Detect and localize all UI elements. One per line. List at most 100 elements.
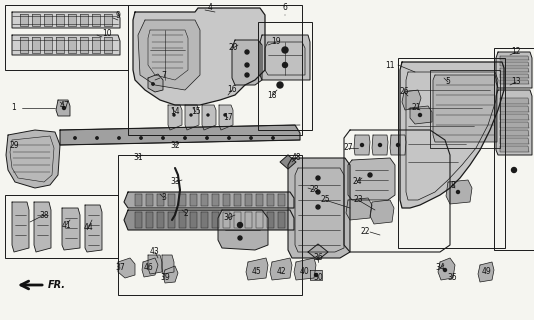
Bar xyxy=(430,70,500,148)
Polygon shape xyxy=(92,37,100,53)
Polygon shape xyxy=(500,114,529,120)
Polygon shape xyxy=(478,262,494,282)
Polygon shape xyxy=(500,146,529,152)
Text: 23: 23 xyxy=(353,196,363,204)
Text: 42: 42 xyxy=(276,268,286,276)
Text: 37: 37 xyxy=(115,263,125,273)
Circle shape xyxy=(162,137,164,139)
Text: 18: 18 xyxy=(267,91,277,100)
Polygon shape xyxy=(260,35,310,80)
Text: 32: 32 xyxy=(170,140,180,149)
Polygon shape xyxy=(223,194,230,206)
Circle shape xyxy=(96,137,98,139)
Polygon shape xyxy=(218,210,268,250)
Polygon shape xyxy=(56,37,64,53)
Text: 34: 34 xyxy=(435,263,445,273)
Polygon shape xyxy=(234,194,241,206)
Circle shape xyxy=(282,47,288,53)
Bar xyxy=(258,22,312,130)
Text: 49: 49 xyxy=(481,268,491,276)
Polygon shape xyxy=(68,37,76,53)
Polygon shape xyxy=(80,14,88,26)
Circle shape xyxy=(360,143,364,147)
Circle shape xyxy=(140,137,142,139)
Bar xyxy=(494,48,534,250)
Polygon shape xyxy=(308,244,328,260)
Circle shape xyxy=(250,137,252,139)
Polygon shape xyxy=(133,8,265,105)
Text: 47: 47 xyxy=(59,100,69,109)
Polygon shape xyxy=(278,194,285,206)
Circle shape xyxy=(238,236,242,240)
Polygon shape xyxy=(232,40,262,85)
Text: 24: 24 xyxy=(352,178,362,187)
Text: 25: 25 xyxy=(320,196,330,204)
Polygon shape xyxy=(212,194,219,206)
Polygon shape xyxy=(32,14,40,26)
Text: 7: 7 xyxy=(162,71,167,81)
Bar xyxy=(5,5,128,70)
Polygon shape xyxy=(118,258,135,278)
Polygon shape xyxy=(410,106,432,124)
Polygon shape xyxy=(400,62,504,208)
Text: 26: 26 xyxy=(399,87,409,97)
Text: 4: 4 xyxy=(208,4,213,12)
Polygon shape xyxy=(32,37,40,53)
Polygon shape xyxy=(310,270,322,280)
Bar xyxy=(118,155,302,295)
Circle shape xyxy=(206,137,208,139)
Polygon shape xyxy=(294,258,316,280)
Circle shape xyxy=(238,222,242,228)
Polygon shape xyxy=(85,205,102,252)
Polygon shape xyxy=(179,212,186,228)
Polygon shape xyxy=(245,212,252,228)
Polygon shape xyxy=(12,202,29,252)
Polygon shape xyxy=(500,62,529,66)
Circle shape xyxy=(74,137,76,139)
Polygon shape xyxy=(500,130,529,136)
Polygon shape xyxy=(500,106,529,112)
Text: 43: 43 xyxy=(150,247,160,257)
Polygon shape xyxy=(185,105,199,130)
Text: 11: 11 xyxy=(385,60,395,69)
Polygon shape xyxy=(20,37,28,53)
Circle shape xyxy=(316,190,320,194)
Polygon shape xyxy=(370,200,394,224)
Polygon shape xyxy=(168,194,175,206)
Text: 40: 40 xyxy=(300,268,310,276)
Polygon shape xyxy=(267,212,274,228)
Polygon shape xyxy=(146,212,153,228)
Circle shape xyxy=(184,137,186,139)
Text: 28: 28 xyxy=(309,186,319,195)
Polygon shape xyxy=(142,258,158,277)
Text: 39: 39 xyxy=(160,274,170,283)
Circle shape xyxy=(419,114,421,116)
Polygon shape xyxy=(104,37,112,53)
Polygon shape xyxy=(212,212,219,228)
Polygon shape xyxy=(201,194,208,206)
Polygon shape xyxy=(6,130,60,188)
Text: 46: 46 xyxy=(143,263,153,273)
Circle shape xyxy=(272,137,274,139)
Polygon shape xyxy=(135,194,142,206)
Polygon shape xyxy=(146,194,153,206)
Polygon shape xyxy=(348,158,395,200)
Polygon shape xyxy=(135,212,142,228)
Text: 2: 2 xyxy=(184,209,189,218)
Polygon shape xyxy=(500,68,529,72)
Circle shape xyxy=(368,173,372,177)
Polygon shape xyxy=(354,135,370,155)
Polygon shape xyxy=(496,52,532,88)
Polygon shape xyxy=(12,35,120,55)
Text: 48: 48 xyxy=(291,154,301,163)
Polygon shape xyxy=(44,14,52,26)
Text: 50: 50 xyxy=(313,274,323,283)
Polygon shape xyxy=(124,210,294,230)
Text: 41: 41 xyxy=(61,220,71,229)
Polygon shape xyxy=(234,212,241,228)
Circle shape xyxy=(245,63,249,67)
Bar xyxy=(128,5,302,135)
Text: 20: 20 xyxy=(228,44,238,52)
Polygon shape xyxy=(34,202,51,252)
Circle shape xyxy=(316,176,320,180)
